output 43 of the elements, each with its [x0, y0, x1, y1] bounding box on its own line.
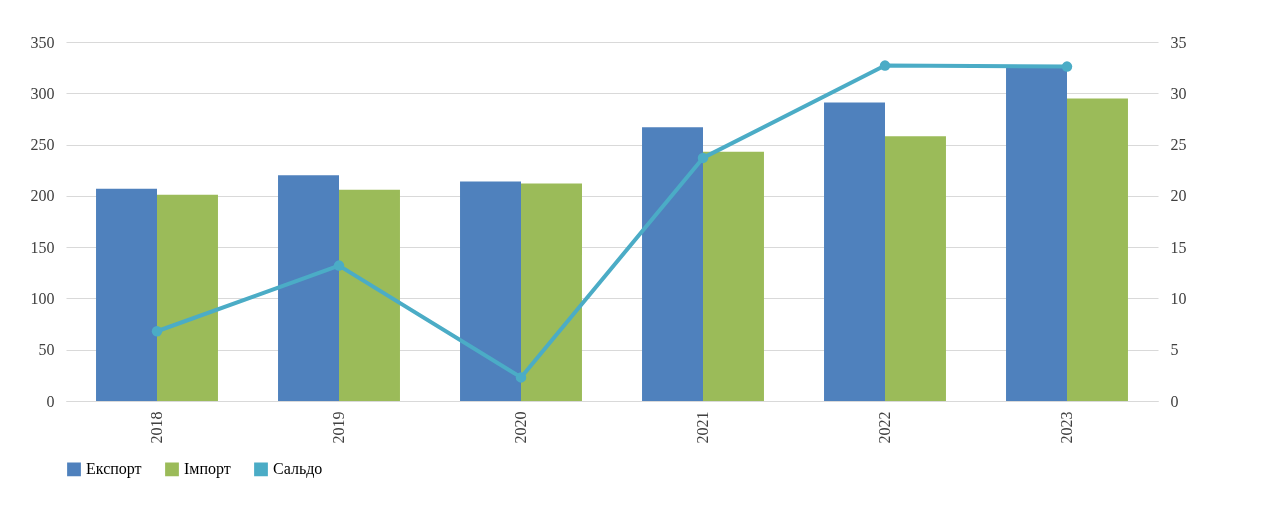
point [515, 372, 527, 383]
bar [1006, 65, 1067, 401]
point [333, 260, 345, 271]
y2-tick-label: 5 [1170, 341, 1179, 359]
x-tick-label: 2018 [148, 411, 165, 444]
y-tick-label: 100 [30, 289, 55, 307]
x-tick-label: 2021 [694, 411, 711, 444]
y-tick-label: 50 [38, 341, 55, 359]
y2-tick-label: 0 [1170, 392, 1179, 410]
y-tick-label: 0 [46, 392, 55, 410]
point [151, 326, 163, 337]
x-tick-label: 2019 [330, 411, 347, 444]
y2-tick-label: 30 [1170, 84, 1187, 102]
point [1061, 61, 1073, 72]
bar [642, 127, 703, 401]
x-tick-label: 2020 [512, 411, 529, 444]
point [697, 152, 709, 164]
y-tick-label: 350 [30, 33, 55, 51]
legend-label: Імпорт [184, 460, 231, 479]
y-tick-label: 150 [30, 238, 55, 256]
legend-label: Експорт [86, 460, 142, 479]
x-tick-label: 2023 [1058, 411, 1075, 444]
y2-tick-label: 10 [1170, 289, 1187, 307]
bar [339, 189, 400, 401]
bar [157, 194, 218, 401]
y-tick-label: 200 [30, 187, 55, 205]
legend-label: Сальдо [273, 460, 323, 479]
y2-tick-label: 25 [1170, 136, 1187, 154]
point [879, 60, 891, 71]
y2-tick-label: 15 [1170, 238, 1187, 256]
y2-tick-label: 35 [1170, 33, 1187, 51]
bar [460, 181, 521, 401]
bar [278, 175, 339, 401]
bar [885, 136, 946, 401]
bar [1067, 98, 1128, 401]
x-tick-label: 2022 [876, 411, 893, 444]
bar [521, 183, 582, 401]
bar [824, 102, 885, 401]
bar [703, 151, 764, 401]
bar [96, 188, 157, 401]
y-tick-label: 300 [30, 84, 55, 102]
y-tick-label: 250 [30, 136, 55, 154]
y2-tick-label: 20 [1170, 187, 1187, 205]
